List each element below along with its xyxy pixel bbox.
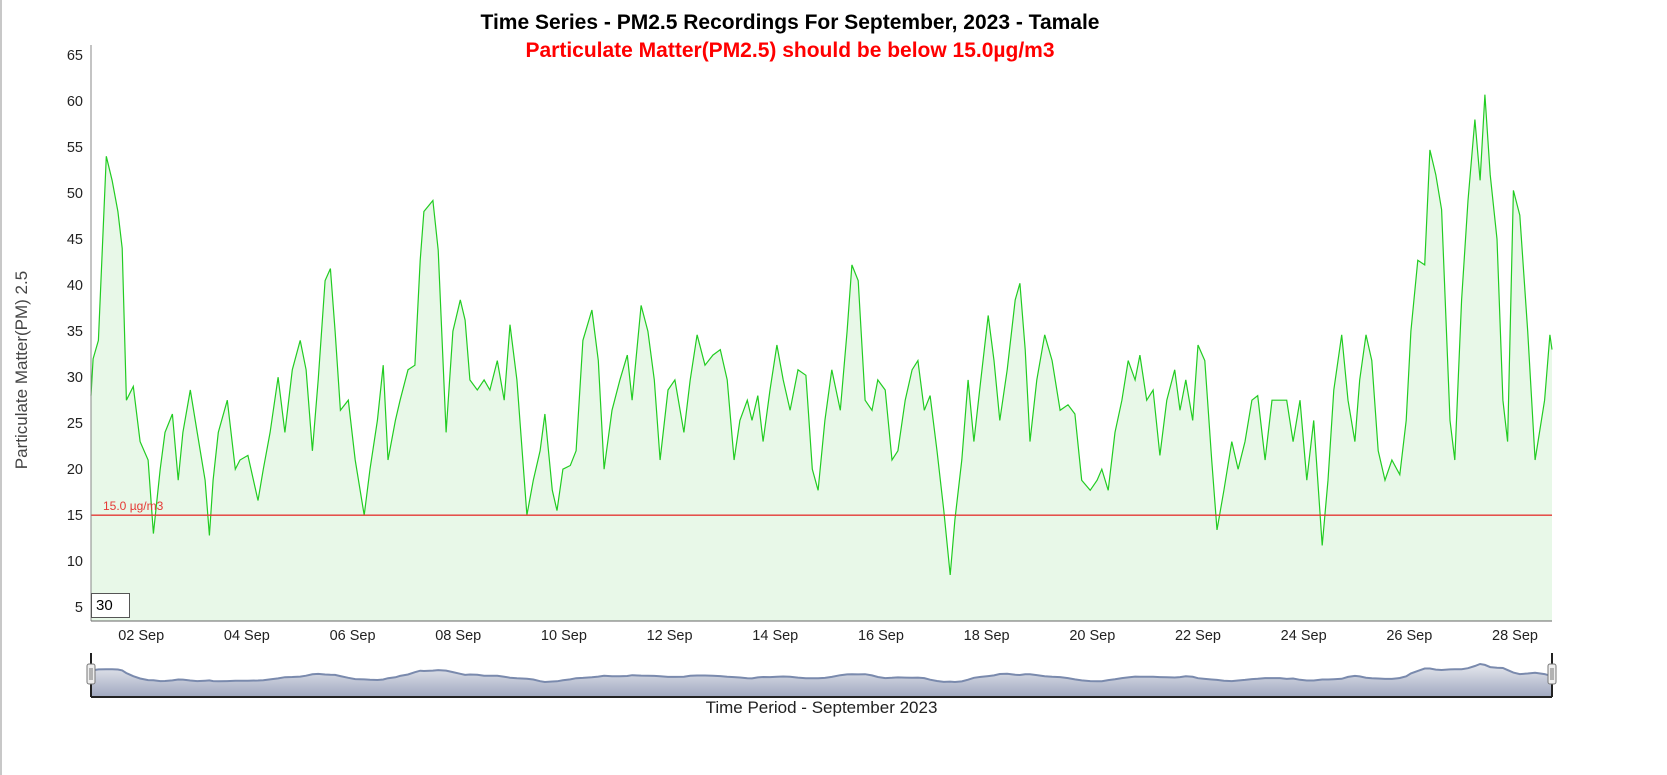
- x-tick-label: 24 Sep: [1281, 628, 1327, 644]
- y-axis-ticks: 5 10 15 20 25 30 35 40 45 50 55 60 65: [67, 48, 83, 616]
- x-tick-label: 12 Sep: [647, 628, 693, 644]
- y-tick-label: 5: [75, 600, 83, 616]
- threshold-label: 15.0 µg/m3: [103, 499, 164, 513]
- y-tick-label: 60: [67, 94, 83, 110]
- x-tick-label: 18 Sep: [964, 628, 1010, 644]
- chart-subtitle: Particulate Matter(PM2.5) should be belo…: [525, 39, 1055, 62]
- y-tick-label: 45: [67, 232, 83, 248]
- x-tick-label: 10 Sep: [541, 628, 587, 644]
- y-tick-label: 55: [67, 140, 83, 156]
- x-tick-label: 20 Sep: [1069, 628, 1115, 644]
- chart-title: Time Series - PM2.5 Recordings For Septe…: [480, 11, 1100, 34]
- y-tick-label: 10: [67, 554, 83, 570]
- x-tick-label: 28 Sep: [1492, 628, 1538, 644]
- x-tick-label: 02 Sep: [118, 628, 164, 644]
- x-tick-label: 14 Sep: [752, 628, 798, 644]
- x-tick-label: 08 Sep: [435, 628, 481, 644]
- x-axis-ticks: 02 Sep 04 Sep 06 Sep 08 Sep 10 Sep 12 Sep 14 S…: [118, 628, 1538, 644]
- y-tick-label: 35: [67, 324, 83, 340]
- x-tick-label: 22 Sep: [1175, 628, 1221, 644]
- navigator-right-handle[interactable]: [1547, 663, 1557, 685]
- y-tick-label: 20: [67, 462, 83, 478]
- y-tick-label: 30: [67, 370, 83, 386]
- range-navigator[interactable]: [86, 653, 1557, 698]
- y-tick-label: 25: [67, 416, 83, 432]
- main-plot[interactable]: 15.0 µg/m3: [90, 45, 1553, 622]
- x-axis-label: Time Period - September 2023: [705, 698, 938, 717]
- y-tick-label: 40: [67, 278, 83, 294]
- y-tick-label: 15: [67, 508, 83, 524]
- y-tick-label: 50: [67, 186, 83, 202]
- x-tick-label: 26 Sep: [1386, 628, 1432, 644]
- navigator-line: [90, 662, 1553, 684]
- x-tick-label: 06 Sep: [330, 628, 376, 644]
- window-border: [0, 0, 2, 775]
- x-tick-label: 04 Sep: [224, 628, 270, 644]
- navigator-left-handle[interactable]: [86, 663, 96, 685]
- navigator-area: [91, 664, 1552, 697]
- y-tick-label: 65: [67, 48, 83, 64]
- rolling-period-input[interactable]: 30: [91, 593, 130, 618]
- series-area: [91, 94, 1552, 621]
- x-tick-label: 16 Sep: [858, 628, 904, 644]
- series-line-pm25[interactable]: [90, 94, 1553, 576]
